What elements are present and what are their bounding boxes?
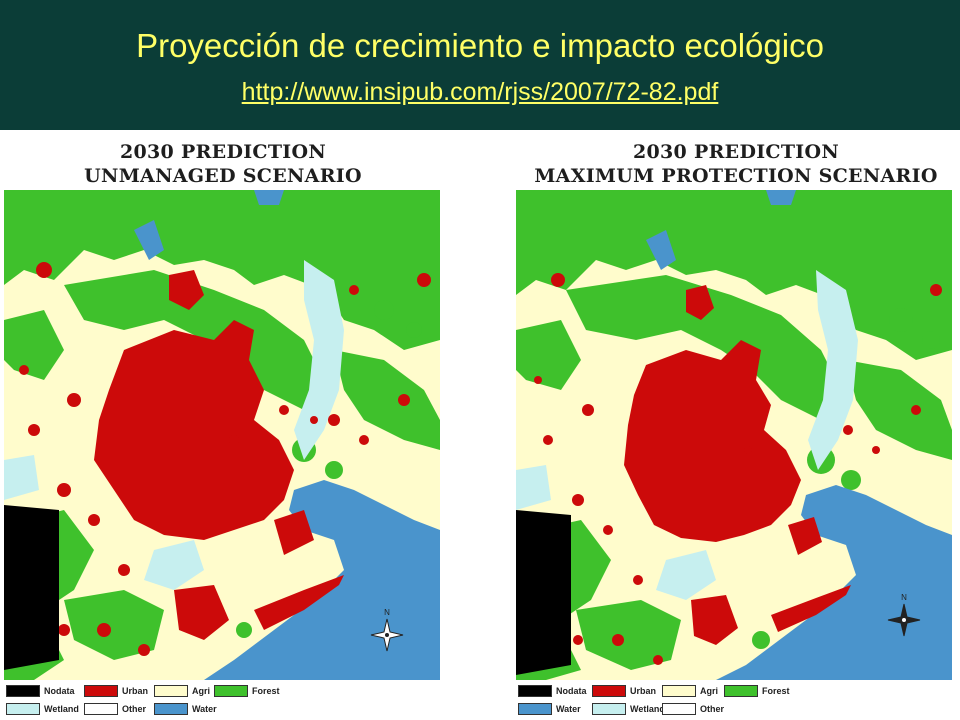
- legend-swatch: [662, 703, 696, 715]
- water-areas: [134, 190, 440, 680]
- legend-swatch: [6, 703, 40, 715]
- nodata-area: [4, 505, 59, 670]
- legend-label: Nodata: [556, 686, 587, 696]
- legend-label: Water: [556, 704, 581, 714]
- compass-rose-icon: N: [887, 593, 921, 637]
- map-legend: Nodata Urban Agri Forest Wetland Other W…: [6, 680, 436, 720]
- legend-label: Forest: [762, 686, 790, 696]
- map-panel-maximum-protection: 2030 PREDICTION MAXIMUM PROTECTION SCENA…: [512, 132, 960, 720]
- legend-swatch: [84, 703, 118, 715]
- legend-swatch: [154, 685, 188, 697]
- legend-label: Agri: [700, 686, 718, 696]
- nodata-area: [516, 510, 571, 675]
- svg-text:N: N: [901, 593, 907, 602]
- svg-text:N: N: [384, 608, 390, 617]
- legend-swatch: [84, 685, 118, 697]
- wetland-areas: [4, 260, 344, 590]
- legend-swatch: [724, 685, 758, 697]
- legend-label: Other: [122, 704, 147, 714]
- legend-label: Water: [192, 704, 217, 714]
- legend-swatch: [154, 703, 188, 715]
- compass-rose-icon: N: [370, 608, 404, 652]
- legend-swatch: [592, 703, 626, 715]
- water-areas: [646, 190, 952, 680]
- urban-areas: [19, 262, 431, 656]
- legend-swatch: [6, 685, 40, 697]
- map-title-line1: 2030 PREDICTION: [633, 141, 839, 163]
- legend-swatch: [214, 685, 248, 697]
- map-title-line2: UNMANAGED SCENARIO: [84, 165, 362, 187]
- land-cover-map-protection: N: [516, 190, 952, 680]
- map-title-line1: 2030 PREDICTION: [120, 141, 326, 163]
- legend-label: Agri: [192, 686, 210, 696]
- source-link[interactable]: http://www.insipub.com/rjss/2007/72-82.p…: [241, 78, 719, 106]
- legend-label: Wetland: [630, 704, 665, 714]
- map-title-line2: MAXIMUM PROTECTION SCENARIO: [534, 165, 938, 187]
- urban-areas: [534, 273, 942, 665]
- legend-label: Nodata: [44, 686, 75, 696]
- slide-title: Proyección de crecimiento e impacto ecol…: [136, 27, 824, 64]
- legend-swatch: [662, 685, 696, 697]
- land-cover-map-unmanaged: N: [4, 190, 440, 680]
- slide-header: Proyección de crecimiento e impacto ecol…: [0, 0, 960, 130]
- wetland-areas: [516, 270, 858, 600]
- map-panel-unmanaged: 2030 PREDICTION UNMANAGED SCENARIO: [0, 132, 446, 720]
- legend-swatch: [592, 685, 626, 697]
- map-legend: Nodata Urban Agri Forest Water Wetland O…: [518, 680, 948, 720]
- legend-label: Wetland: [44, 704, 79, 714]
- legend-label: Forest: [252, 686, 280, 696]
- legend-label: Other: [700, 704, 725, 714]
- legend-swatch: [518, 703, 552, 715]
- legend-swatch: [518, 685, 552, 697]
- legend-label: Urban: [122, 686, 149, 696]
- legend-label: Urban: [630, 686, 657, 696]
